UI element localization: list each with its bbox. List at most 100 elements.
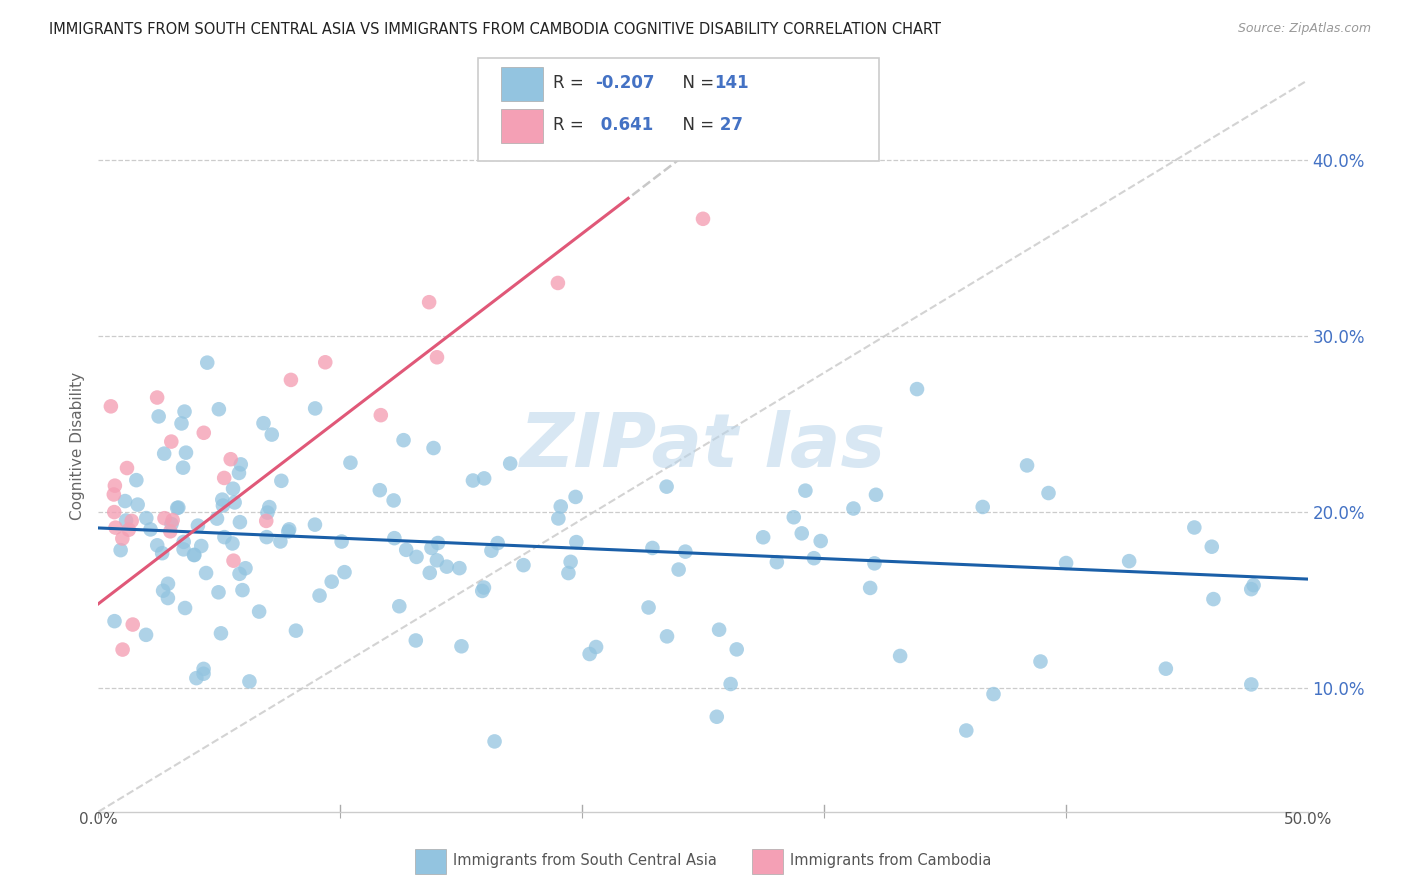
Point bbox=[135, 628, 157, 642]
Point bbox=[103, 614, 125, 628]
Point bbox=[1029, 655, 1052, 669]
Point bbox=[810, 534, 832, 549]
Point bbox=[1202, 592, 1225, 607]
Point bbox=[564, 490, 586, 504]
Point bbox=[803, 551, 825, 566]
Point bbox=[195, 566, 218, 580]
Point bbox=[766, 555, 789, 569]
Point bbox=[321, 574, 343, 589]
Text: 27: 27 bbox=[714, 116, 744, 134]
Point bbox=[436, 559, 458, 574]
Point bbox=[720, 677, 742, 691]
Point bbox=[863, 557, 886, 571]
Text: 50.0%: 50.0% bbox=[1284, 812, 1331, 827]
Point bbox=[125, 473, 148, 487]
Text: R =: R = bbox=[553, 74, 589, 92]
Point bbox=[395, 542, 418, 557]
Point bbox=[280, 373, 302, 387]
Point bbox=[560, 555, 582, 569]
Text: 141: 141 bbox=[714, 74, 749, 92]
Point bbox=[304, 401, 326, 416]
Point bbox=[865, 488, 887, 502]
Point bbox=[472, 471, 495, 485]
Point bbox=[284, 624, 307, 638]
Point bbox=[150, 546, 173, 560]
Point bbox=[269, 534, 291, 549]
Text: 0.0%: 0.0% bbox=[79, 812, 118, 827]
Point bbox=[752, 530, 775, 544]
Point bbox=[783, 510, 806, 524]
Point bbox=[214, 530, 236, 544]
Point bbox=[405, 549, 427, 564]
Point bbox=[668, 563, 690, 577]
Point bbox=[1201, 540, 1223, 554]
Point bbox=[111, 642, 134, 657]
Point bbox=[392, 433, 415, 447]
Point bbox=[148, 409, 170, 424]
Text: 0.641: 0.641 bbox=[595, 116, 652, 134]
Point bbox=[388, 599, 411, 614]
Point bbox=[547, 511, 569, 525]
Point bbox=[205, 511, 228, 525]
Point bbox=[707, 623, 730, 637]
Point bbox=[304, 517, 326, 532]
Point bbox=[159, 524, 181, 539]
Point bbox=[278, 522, 301, 536]
Point bbox=[499, 457, 522, 471]
Point bbox=[211, 492, 233, 507]
Point bbox=[238, 674, 260, 689]
Point bbox=[481, 543, 503, 558]
Point bbox=[972, 500, 994, 514]
Text: Source: ZipAtlas.com: Source: ZipAtlas.com bbox=[1237, 22, 1371, 36]
Point bbox=[193, 425, 215, 440]
Point bbox=[103, 505, 125, 519]
Point bbox=[229, 515, 252, 529]
Point bbox=[174, 601, 197, 615]
Point bbox=[706, 710, 728, 724]
Point bbox=[557, 566, 579, 580]
Point bbox=[420, 541, 443, 555]
Text: -0.207: -0.207 bbox=[595, 74, 654, 92]
Point bbox=[190, 539, 212, 553]
Point bbox=[187, 518, 209, 533]
Point bbox=[121, 514, 143, 528]
Point bbox=[550, 500, 572, 514]
Point bbox=[254, 514, 277, 528]
Point bbox=[565, 535, 588, 549]
Text: ZIPat las: ZIPat las bbox=[520, 409, 886, 483]
Point bbox=[135, 511, 157, 525]
Point bbox=[426, 553, 449, 567]
Point bbox=[139, 523, 162, 537]
Point bbox=[115, 513, 138, 527]
Text: Immigrants from Cambodia: Immigrants from Cambodia bbox=[790, 854, 991, 868]
Point bbox=[207, 585, 229, 599]
Point bbox=[1154, 662, 1177, 676]
Point bbox=[983, 687, 1005, 701]
Point bbox=[277, 524, 299, 539]
Point bbox=[208, 402, 231, 417]
Point bbox=[790, 526, 813, 541]
Point bbox=[427, 536, 450, 550]
Point bbox=[100, 400, 122, 414]
Point bbox=[637, 600, 659, 615]
Point bbox=[173, 535, 195, 549]
Point bbox=[484, 734, 506, 748]
Point bbox=[794, 483, 817, 498]
Point bbox=[449, 561, 471, 575]
Point bbox=[212, 471, 235, 485]
Point bbox=[193, 666, 215, 681]
Point bbox=[173, 542, 195, 557]
Point bbox=[405, 633, 427, 648]
Point bbox=[673, 544, 696, 558]
Point bbox=[842, 501, 865, 516]
Point bbox=[426, 351, 449, 365]
Point bbox=[471, 583, 494, 598]
Point bbox=[1038, 486, 1060, 500]
Point bbox=[585, 640, 607, 654]
Point bbox=[103, 487, 125, 501]
Point bbox=[370, 408, 392, 422]
Point bbox=[228, 466, 250, 480]
Point bbox=[166, 500, 188, 515]
Point bbox=[339, 456, 361, 470]
Point bbox=[1243, 578, 1265, 592]
